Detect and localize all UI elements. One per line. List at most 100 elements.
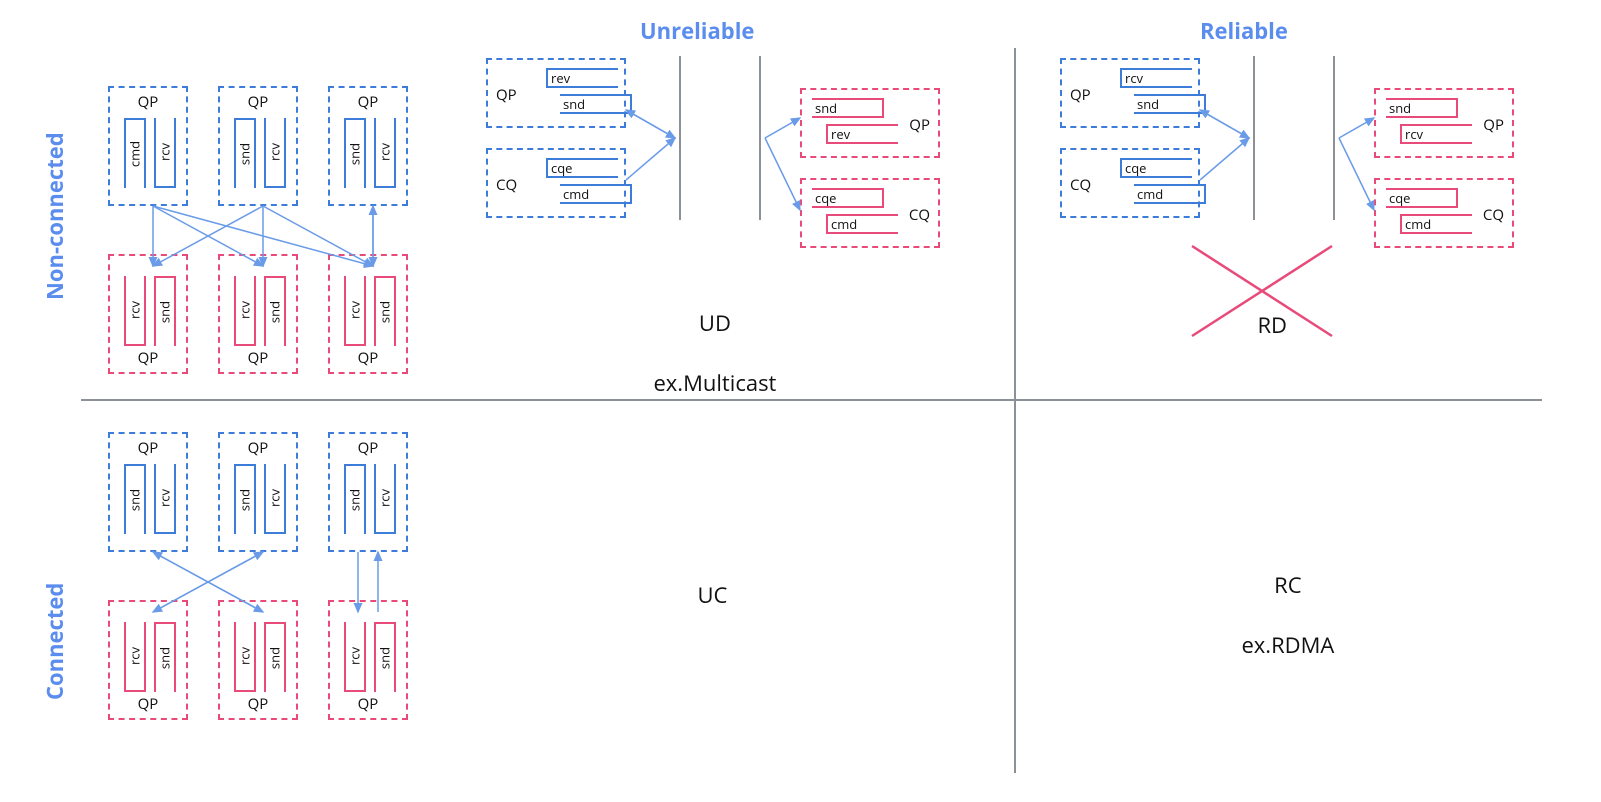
qp-box: QP rcv snd bbox=[108, 600, 188, 720]
queue-label: snd bbox=[349, 489, 362, 511]
row-header-nonconnected: Non-connected bbox=[40, 132, 70, 300]
qp-box: QP rcv snd bbox=[218, 600, 298, 720]
queue-box: cqe bbox=[812, 188, 884, 208]
queue-label: snd bbox=[379, 301, 392, 323]
rc-line2: ex.RDMA bbox=[1241, 630, 1334, 660]
queue-box: rcv bbox=[124, 276, 146, 346]
qp-label: QP bbox=[330, 348, 406, 368]
queue-label: snd bbox=[349, 143, 362, 165]
queue-box: snd bbox=[344, 118, 366, 188]
quad-label-uc: UC bbox=[686, 550, 727, 610]
queue-box: snd bbox=[344, 464, 366, 534]
queue-box: snd bbox=[812, 98, 884, 118]
queue-box: rcv bbox=[154, 464, 176, 534]
box-main-label: CQ bbox=[1070, 175, 1091, 195]
queue-label: snd bbox=[159, 647, 172, 669]
queue-box: rev bbox=[546, 68, 618, 88]
queue-box: cmd bbox=[124, 118, 146, 188]
ud-line1: UD bbox=[699, 308, 731, 338]
queue-label: rcv bbox=[269, 143, 282, 161]
box-main-label: CQ bbox=[1483, 205, 1504, 225]
cq-box: CQcqecmd bbox=[486, 148, 626, 218]
box-main-label: CQ bbox=[496, 175, 517, 195]
queue-box: rcv bbox=[264, 464, 286, 534]
queue-box: cmd bbox=[826, 214, 898, 234]
queue-label: rcv bbox=[129, 301, 142, 319]
queue-label: cmd bbox=[129, 141, 142, 167]
box-main-label: QP bbox=[909, 115, 930, 135]
queue-label: rcv bbox=[349, 301, 362, 319]
queue-box: rcv bbox=[234, 276, 256, 346]
qp-label: QP bbox=[330, 92, 406, 112]
qp-box: QP rcv snd bbox=[108, 254, 188, 374]
qp-box: QPrcvsnd bbox=[1060, 58, 1200, 128]
qp-box: QP rcvsnd bbox=[218, 254, 298, 374]
rd-line1: RD bbox=[1257, 310, 1287, 340]
queue-label: snd bbox=[159, 301, 172, 323]
box-main-label: QP bbox=[1070, 85, 1091, 105]
qp-box: QP sndrcv bbox=[218, 86, 298, 206]
qp-label: QP bbox=[330, 438, 406, 458]
queue-box: snd bbox=[1386, 98, 1458, 118]
queue-box: rcv bbox=[374, 118, 396, 188]
quad-label-ud: UD ex.Multicast bbox=[642, 278, 776, 398]
box-main-label: QP bbox=[496, 85, 517, 105]
qp-box: QP snd rcv bbox=[328, 86, 408, 206]
queue-label: rcv bbox=[239, 301, 252, 319]
queue-label: rcv bbox=[159, 143, 172, 161]
queue-box: rcv bbox=[154, 118, 176, 188]
queue-box: snd bbox=[374, 276, 396, 346]
qp-label: QP bbox=[110, 92, 186, 112]
queue-box: rcv bbox=[1120, 68, 1192, 88]
queue-box: cqe bbox=[546, 158, 618, 178]
queue-box: snd bbox=[264, 622, 286, 692]
queue-box: rev bbox=[826, 124, 898, 144]
queue-label: snd bbox=[129, 489, 142, 511]
qp-box: QPsndrcv bbox=[218, 432, 298, 552]
quad-label-rc: RC ex.RDMA bbox=[1230, 540, 1334, 660]
queue-label: rcv bbox=[379, 143, 392, 161]
queue-label: rcv bbox=[379, 489, 392, 507]
queue-label: rcv bbox=[269, 489, 282, 507]
queue-box: cqe bbox=[1120, 158, 1192, 178]
queue-label: rcv bbox=[129, 647, 142, 665]
queue-box: snd bbox=[124, 464, 146, 534]
qp-label: QP bbox=[110, 694, 186, 714]
queue-box: snd bbox=[234, 118, 256, 188]
queue-box: rcv bbox=[344, 622, 366, 692]
box-main-label: CQ bbox=[909, 205, 930, 225]
queue-box: snd bbox=[264, 276, 286, 346]
qp-label: QP bbox=[220, 348, 296, 368]
queue-box: snd bbox=[154, 276, 176, 346]
qp-box: QPrcvsnd bbox=[328, 600, 408, 720]
ud-line2: ex.Multicast bbox=[653, 368, 776, 398]
col-header-reliable: Reliable bbox=[1200, 16, 1288, 46]
box-main-label: QP bbox=[1483, 115, 1504, 135]
cq-box: CQcqecmd bbox=[1060, 148, 1200, 218]
queue-box: cmd bbox=[1400, 214, 1472, 234]
queue-box: rcv bbox=[264, 118, 286, 188]
row-header-connected: Connected bbox=[40, 583, 70, 700]
qp-box: QP rcv snd bbox=[328, 254, 408, 374]
qp-box: QP snd rcv bbox=[1374, 88, 1514, 158]
queue-box: rcv bbox=[234, 622, 256, 692]
qp-box: QP snd rcv bbox=[108, 432, 188, 552]
queue-box: rcv bbox=[1400, 124, 1472, 144]
qp-label: QP bbox=[220, 694, 296, 714]
queue-label: snd bbox=[269, 647, 282, 669]
qp-box: QP snd rev bbox=[800, 88, 940, 158]
queue-box: cqe bbox=[1386, 188, 1458, 208]
qp-label: QP bbox=[110, 348, 186, 368]
cq-box: CQ cqe cmd bbox=[800, 178, 940, 248]
queue-box: snd bbox=[560, 94, 632, 114]
qp-label: QP bbox=[220, 92, 296, 112]
qp-label: QP bbox=[110, 438, 186, 458]
col-header-unreliable: Unreliable bbox=[640, 16, 754, 46]
qp-box: QPrevsnd bbox=[486, 58, 626, 128]
queue-box: rcv bbox=[344, 276, 366, 346]
queue-box: snd bbox=[1134, 94, 1206, 114]
queue-label: rcv bbox=[239, 647, 252, 665]
queue-label: snd bbox=[239, 489, 252, 511]
queue-box: snd bbox=[374, 622, 396, 692]
queue-label: rcv bbox=[159, 489, 172, 507]
